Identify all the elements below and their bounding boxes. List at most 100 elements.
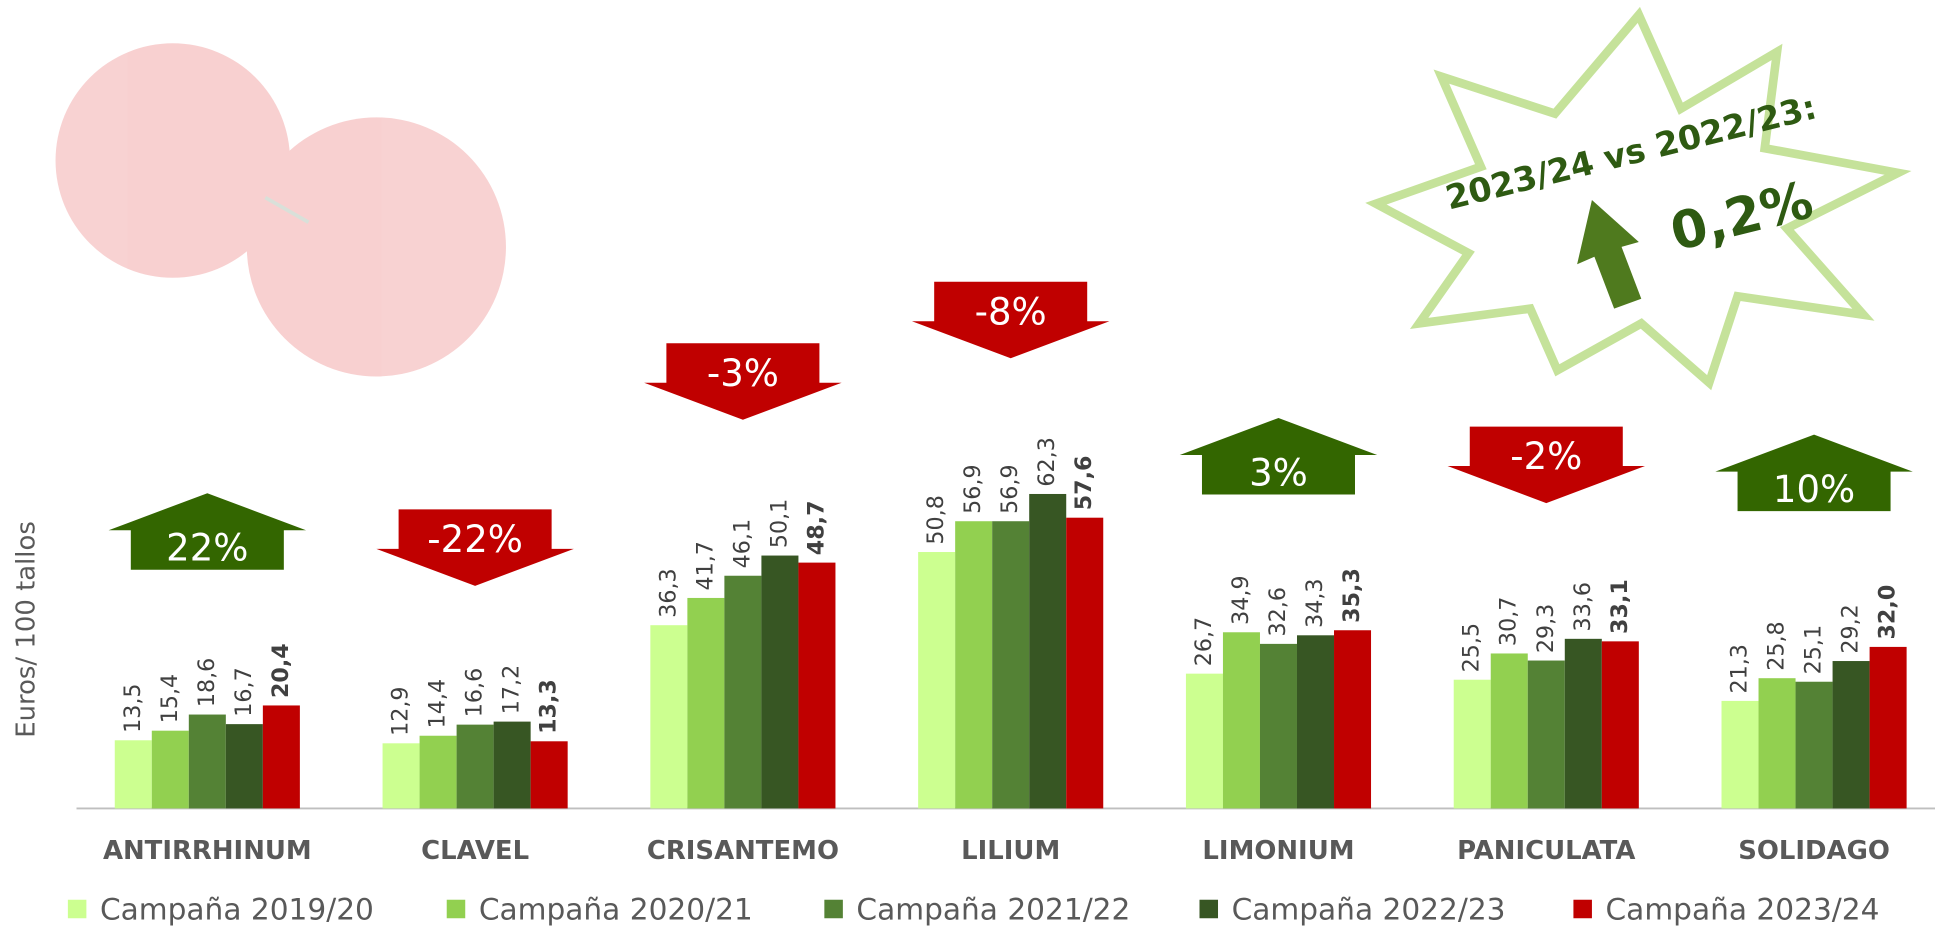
bar (992, 521, 1030, 809)
bar (918, 552, 956, 809)
value-label: 16,6 (462, 668, 488, 717)
bar (225, 724, 263, 809)
value-label: 57,6 (1071, 455, 1097, 510)
bar (955, 521, 993, 809)
bar (1527, 660, 1565, 809)
value-label: 18,6 (194, 658, 220, 707)
value-label: 13,3 (536, 679, 562, 734)
value-label: 30,7 (1496, 597, 1522, 646)
value-label: 13,5 (120, 683, 146, 732)
change-label: -3% (707, 352, 779, 395)
change-label: -2% (1510, 435, 1582, 478)
bar (650, 625, 688, 809)
legend-label: Campaña 2021/22 (856, 892, 1130, 926)
x-tick-label: CRISANTEMO (647, 836, 839, 866)
bar (1832, 661, 1870, 809)
legend-swatch (824, 899, 843, 919)
bar (1029, 493, 1067, 809)
bar (530, 741, 568, 809)
x-tick-label: LILIUM (961, 836, 1060, 866)
bar (262, 705, 300, 809)
value-label: 32,0 (1875, 585, 1901, 640)
x-tick-label: PANICULATA (1457, 836, 1635, 866)
value-label: 56,9 (997, 464, 1023, 513)
value-label: 25,8 (1764, 621, 1790, 670)
bar (1721, 700, 1759, 809)
starburst (1365, 6, 1912, 391)
bar (1758, 678, 1796, 809)
value-label: 25,5 (1459, 623, 1485, 672)
value-label: 62,3 (1034, 437, 1060, 486)
bar (1066, 517, 1104, 809)
bar (798, 562, 836, 809)
bar (1453, 679, 1491, 809)
value-label: 20,4 (268, 643, 294, 698)
legend-swatch (446, 899, 466, 919)
change-label: -8% (975, 290, 1047, 333)
bar (382, 743, 420, 809)
flower-decoration (55, 43, 506, 377)
value-label: 16,7 (231, 667, 257, 716)
bar (493, 721, 531, 809)
value-label: 36,3 (655, 568, 681, 617)
change-arrow (1447, 426, 1645, 504)
bar (1259, 643, 1297, 809)
value-label: 17,2 (499, 665, 525, 714)
value-label: 50,8 (923, 495, 949, 544)
bar (419, 735, 457, 809)
bar (1869, 646, 1907, 809)
bar (456, 724, 494, 809)
bar (761, 555, 799, 809)
value-label: 50,1 (766, 499, 792, 548)
legend-label: Campaña 2019/20 (100, 892, 374, 926)
value-label: 48,7 (803, 500, 829, 555)
legend-label: Campaña 2022/23 (1232, 892, 1506, 926)
value-label: 29,3 (1533, 604, 1559, 653)
change-label: 22% (166, 526, 248, 569)
change-arrow (108, 493, 307, 570)
bar (1222, 632, 1260, 809)
x-tick-label: CLAVEL (421, 836, 529, 866)
bar (724, 575, 762, 809)
change-arrow (376, 509, 574, 586)
bar (1334, 630, 1372, 809)
y-axis-label: Euros/ 100 tallos (12, 521, 42, 738)
value-label: 15,4 (157, 674, 183, 723)
change-arrow (911, 281, 1110, 359)
legend-swatch (1573, 899, 1592, 919)
bar (1185, 673, 1223, 809)
summary-arrow (1577, 200, 1642, 309)
bar (151, 730, 189, 809)
value-label: 33,1 (1607, 579, 1633, 634)
value-label: 56,9 (960, 464, 986, 513)
change-label: -22% (427, 518, 523, 561)
change-label: 10% (1773, 468, 1855, 511)
legend-label: Campaña 2023/24 (1606, 892, 1880, 926)
legend-swatch (1199, 899, 1219, 919)
legend-label: Campaña 2020/21 (479, 892, 753, 926)
value-label: 34,3 (1302, 578, 1328, 627)
value-label: 12,9 (388, 686, 414, 735)
bar (188, 714, 226, 809)
value-label: 33,6 (1570, 582, 1596, 631)
value-label: 35,3 (1339, 568, 1365, 623)
change-arrow (1179, 417, 1378, 495)
value-label: 21,3 (1727, 644, 1753, 693)
value-label: 29,2 (1838, 604, 1864, 653)
value-label: 34,9 (1228, 575, 1254, 624)
bar (1490, 653, 1528, 809)
legend-swatch (67, 899, 87, 919)
value-label: 32,6 (1265, 587, 1291, 636)
value-label: 41,7 (692, 541, 718, 590)
x-tick-label: SOLIDAGO (1738, 836, 1890, 866)
change-arrow (644, 343, 842, 420)
change-label: 3% (1249, 451, 1308, 494)
bar (1795, 681, 1833, 809)
bar (1296, 635, 1335, 809)
change-arrow (1715, 434, 1913, 512)
value-label: 46,1 (729, 519, 755, 568)
x-tick-label: ANTIRRHINUM (103, 836, 312, 866)
bar (687, 597, 725, 809)
x-tick-label: LIMONIUM (1202, 836, 1354, 866)
